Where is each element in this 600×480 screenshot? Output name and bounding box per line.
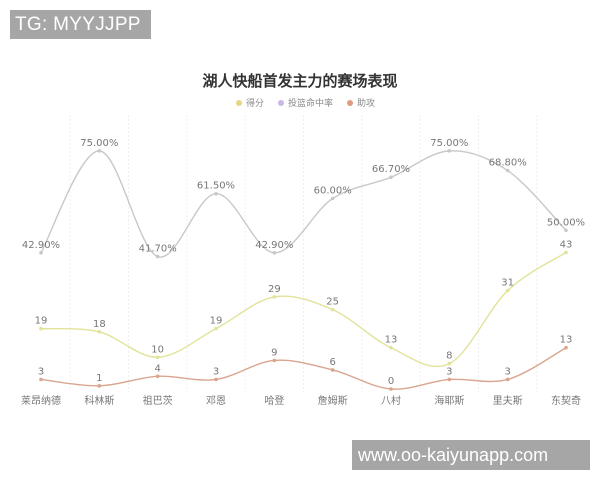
data-label-fg-pct: 42.90% (22, 240, 60, 251)
chart-legend: 得分 投篮命中率 助攻 (236, 96, 375, 109)
data-point-assists[interactable] (564, 345, 568, 350)
data-point-points[interactable] (564, 250, 568, 255)
x-axis-labels: 莱昂纳德 科林斯 祖巴茨 邓恩 哈登 詹姆斯 八村 海耶斯 里夫斯 东契奇 (21, 394, 581, 407)
data-label-fg-pct: 50.00% (547, 217, 585, 228)
legend-dot-icon (347, 99, 354, 106)
data-point-points[interactable] (97, 330, 102, 334)
x-axis-label: 莱昂纳德 (21, 394, 61, 407)
data-point-assists[interactable] (447, 377, 452, 382)
data-label-points: 13 (385, 335, 398, 346)
legend-dot-icon (236, 99, 242, 106)
data-label-points: 31 (501, 278, 514, 289)
data-label-assists: 3 (213, 366, 219, 377)
data-label-assists: 3 (446, 366, 452, 377)
data-point-fg-pct[interactable] (505, 168, 510, 173)
data-point-points[interactable] (505, 288, 510, 293)
data-label-fg-pct: 75.00% (430, 138, 468, 149)
data-point-points[interactable] (214, 326, 218, 331)
data-point-fg-pct[interactable] (330, 196, 335, 201)
data-point-assists[interactable] (272, 358, 277, 363)
data-point-assists[interactable] (505, 377, 510, 382)
data-point-fg-pct[interactable] (97, 149, 102, 153)
data-label-assists: 0 (388, 376, 394, 387)
x-axis-label: 八村 (381, 394, 401, 407)
data-point-assists[interactable] (97, 384, 102, 388)
data-point-assists[interactable] (155, 374, 160, 379)
data-label-fg-pct: 60.00% (314, 186, 352, 197)
data-label-points: 25 (326, 297, 339, 308)
data-label-points: 19 (210, 316, 223, 327)
x-axis-label: 哈登 (264, 394, 284, 407)
data-label-fg-pct: 42.90% (255, 240, 293, 251)
data-point-assists[interactable] (330, 368, 335, 372)
data-point-fg-pct[interactable] (447, 149, 452, 153)
legend-label: 助攻 (357, 99, 376, 109)
data-point-fg-pct[interactable] (155, 254, 160, 259)
legend-label: 得分 (246, 99, 265, 109)
data-label-points: 43 (560, 239, 573, 250)
data-point-fg-pct[interactable] (214, 191, 218, 196)
data-point-points[interactable] (447, 361, 452, 366)
watermark-top: TG: MYYJJPP (10, 10, 151, 39)
data-point-points[interactable] (39, 326, 43, 331)
data-label-points: 19 (35, 316, 48, 327)
data-point-assists[interactable] (389, 387, 393, 391)
x-axis-label: 东契奇 (551, 394, 581, 407)
x-axis-label: 詹姆斯 (318, 394, 348, 407)
data-point-fg-pct[interactable] (389, 175, 393, 180)
series-line-assists (40, 347, 567, 390)
data-label-assists: 6 (329, 357, 335, 368)
watermark-bottom: www.oo-kaiyunapp.com (352, 440, 590, 470)
data-label-fg-pct: 61.50% (197, 181, 235, 192)
data-label-points: 18 (93, 319, 106, 330)
data-label-fg-pct: 66.70% (372, 164, 410, 175)
data-label-fg-pct: 75.00% (80, 138, 118, 149)
x-axis-label: 科林斯 (84, 394, 114, 407)
data-label-assists: 3 (504, 366, 510, 377)
legend-item-assists[interactable]: 助攻 (347, 96, 375, 109)
series-line-points (40, 251, 567, 368)
data-label-assists: 9 (271, 347, 277, 358)
legend-label: 投篮命中率 (288, 99, 334, 109)
chart-data-labels: 19 1810192925138314342.90%75.00%41.70%61.… (22, 138, 585, 387)
data-point-assists[interactable] (214, 377, 218, 382)
legend-dot-icon (278, 99, 285, 106)
legend-item-points[interactable]: 得分 (236, 96, 264, 109)
data-point-fg-pct[interactable] (564, 228, 568, 233)
data-label-points: 29 (268, 284, 281, 295)
chart-title: 湖人快船首发主力的赛场表现 (202, 72, 398, 90)
data-label-assists: 13 (560, 335, 573, 346)
data-point-points[interactable] (272, 295, 277, 299)
data-point-points[interactable] (330, 307, 335, 312)
data-label-points: 8 (446, 351, 452, 362)
data-label-fg-pct: 41.70% (139, 244, 177, 255)
data-label-assists: 3 (38, 366, 44, 377)
data-point-points[interactable] (155, 355, 160, 360)
data-point-assists[interactable] (39, 377, 43, 382)
data-label-assists: 1 (96, 373, 102, 384)
data-point-fg-pct[interactable] (39, 250, 43, 255)
data-point-points[interactable] (389, 345, 393, 350)
data-label-fg-pct: 68.80% (489, 158, 527, 169)
legend-item-fg-pct[interactable]: 投篮命中率 (278, 96, 333, 109)
x-axis-label: 祖巴茨 (143, 394, 173, 407)
x-axis-label: 海耶斯 (434, 394, 464, 407)
x-axis-label: 里夫斯 (493, 394, 523, 407)
data-label-assists: 4 (154, 363, 160, 374)
x-axis-label: 邓恩 (206, 395, 226, 407)
data-label-points: 10 (151, 344, 164, 355)
chart-series-lines (39, 149, 568, 391)
data-point-fg-pct[interactable] (272, 250, 277, 255)
